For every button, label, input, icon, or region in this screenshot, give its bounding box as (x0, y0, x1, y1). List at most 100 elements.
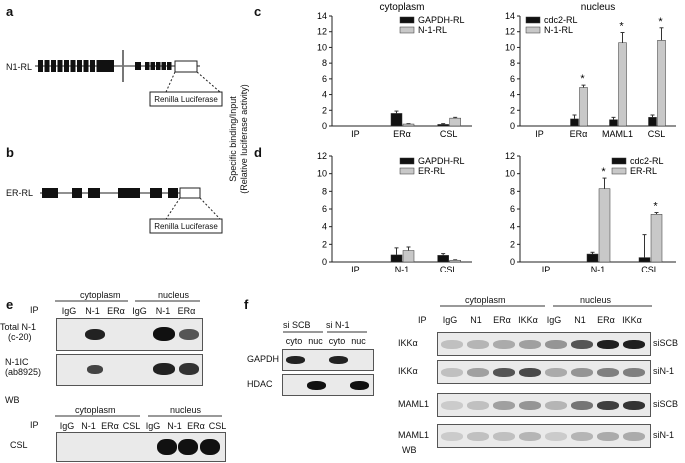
blot-f-row (437, 332, 651, 356)
significance-star: * (580, 73, 585, 85)
bar (437, 124, 449, 127)
legend-swatch (611, 157, 627, 165)
lane-label: N-1 (155, 306, 171, 316)
row-total-n1: Total N-1 (c-20) (0, 322, 37, 342)
y-tick-label: 14 (505, 11, 515, 21)
bar (598, 188, 611, 263)
n1-rl-construct-diagram (35, 50, 223, 107)
significance-star: * (653, 201, 658, 213)
n1-rl-label: N1-RL (6, 62, 33, 72)
bar (570, 118, 579, 127)
e-bottom-cytoplasm-label: cytoplasm (75, 405, 116, 415)
legend-swatch (525, 26, 541, 34)
lane-label: nuc (308, 336, 323, 346)
bar (618, 42, 627, 127)
y-tick-label: 6 (322, 204, 327, 214)
blot-f-row (437, 393, 651, 417)
legend-label: ER-RL (630, 166, 657, 176)
bar (402, 250, 415, 263)
y-tick-label: 4 (510, 90, 515, 100)
chart-title: nucleus (581, 2, 615, 13)
x-tick-label: N-1 (395, 265, 410, 272)
significance-star: * (619, 21, 624, 33)
y-tick-label: 10 (505, 169, 515, 179)
f-group-si-n1: si N-1 (326, 320, 350, 330)
y-tick-label: 4 (510, 222, 515, 232)
significance-star: * (601, 166, 606, 178)
row-hdac: HDAC (247, 379, 273, 389)
y-tick-label: 6 (322, 74, 327, 84)
y-tick-label: 0 (510, 257, 515, 267)
y-tick-label: 12 (505, 151, 515, 161)
lane-label: IgG (442, 315, 458, 325)
row-label-left: IKKα (398, 366, 418, 376)
y-tick-label: 4 (322, 222, 327, 232)
bar (648, 117, 657, 127)
f-group-si-scb: si SCB (283, 320, 311, 330)
f-cytoplasm-label: cytoplasm (465, 295, 506, 305)
y-tick-label: 10 (505, 42, 515, 52)
er-rl-label: ER-RL (6, 188, 34, 198)
lane-label: cyto (285, 336, 303, 346)
renilla-luciferase-label-a: Renilla Luciferase (154, 95, 218, 104)
blot-f-row (437, 424, 651, 448)
x-tick-label: CSL (440, 129, 458, 139)
bar (638, 257, 651, 263)
f-nucleus-label: nucleus (580, 295, 612, 305)
blot-hdac (282, 374, 374, 396)
y-tick-label: 8 (510, 58, 515, 68)
panel-d-letter: d (254, 145, 262, 160)
lane-label: ERα (177, 306, 196, 316)
y-tick-label: 2 (510, 239, 515, 249)
bar (402, 123, 415, 127)
y-tick-label: 12 (317, 151, 327, 161)
y-tick-label: 12 (317, 27, 327, 37)
y-tick-label: 10 (317, 169, 327, 179)
legend-label: cdc2-RL (544, 15, 578, 25)
lane-label: IgG (145, 421, 161, 431)
y-tick-label: 2 (322, 239, 327, 249)
y-tick-label: 6 (510, 204, 515, 214)
y-tick-label: 2 (322, 105, 327, 115)
lane-label: ERα (187, 421, 205, 431)
panel-c-letter: c (254, 4, 262, 19)
chart-c-nucleus: 0 2 4 6 8 10 12 14 nucleus IP ERα * MAML1 * CSL * cdc2-R… (505, 2, 676, 139)
legend-label: GAPDH-RL (418, 15, 465, 25)
y-tick-label: 8 (322, 58, 327, 68)
bar (449, 117, 461, 127)
x-tick-label: CSL (440, 265, 458, 272)
y-tick-label: 6 (510, 74, 515, 84)
y-tick-label: 0 (510, 121, 515, 131)
row-label-right: siSCB (653, 338, 679, 348)
y-tick-label: 0 (322, 257, 327, 267)
lane-label: ERα (493, 315, 511, 325)
row-label-left: MAML1 (398, 430, 430, 440)
row-label-left: IKKα (398, 338, 418, 348)
lane-label: IgG (59, 421, 75, 431)
e-top-cytoplasm-label: cytoplasm (80, 290, 121, 300)
lane-label: cyto (328, 336, 346, 346)
x-tick-label: IP (535, 129, 544, 139)
blot-n1ic (56, 354, 203, 386)
row-gapdh: GAPDH (247, 354, 280, 364)
y-axis-label-sub: (Relative luciferase activity) (239, 84, 249, 194)
bar (586, 253, 599, 263)
lane-label: N-1 (85, 306, 100, 316)
legend-label: ER-RL (418, 166, 445, 176)
panel-b-letter: b (6, 145, 14, 160)
y-tick-label: 4 (322, 90, 327, 100)
legend-label: N-1-RL (418, 25, 447, 35)
e-top-nucleus-label: nucleus (158, 290, 190, 300)
panel-f-letter: f (244, 297, 249, 312)
f-ip-label: IP (418, 315, 427, 325)
legend-swatch (399, 157, 415, 165)
y-tick-label: 10 (317, 42, 327, 52)
y-axis-label: Specific binding/Input (228, 96, 238, 182)
y-tick-label: 8 (510, 186, 515, 196)
chart-title: cytoplasm (379, 2, 424, 13)
legend-label: GAPDH-RL (418, 156, 465, 166)
e-wb-label: WB (5, 395, 20, 405)
bar (609, 119, 618, 127)
legend-swatch (399, 16, 415, 24)
